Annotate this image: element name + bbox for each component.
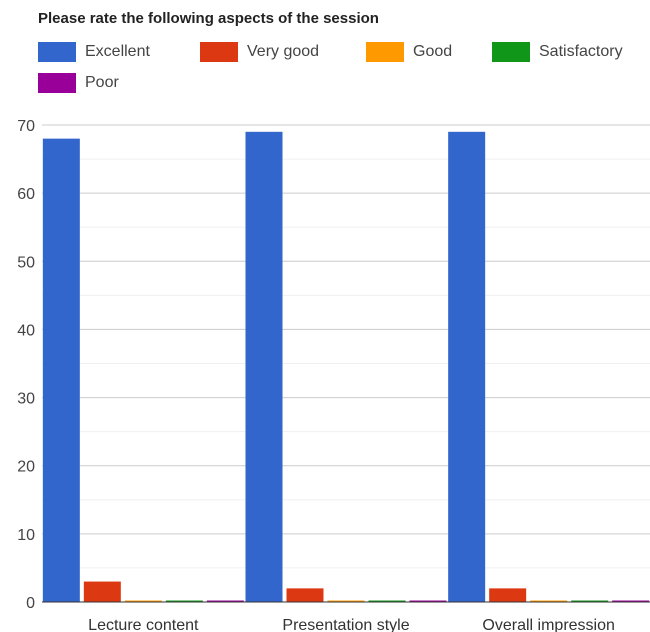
bar-overall-impression-excellent [448,131,486,603]
y-tick-label: 10 [17,527,35,544]
legend-label-excellent: Excellent [85,43,150,60]
bar-lecture-content-poor [206,600,244,602]
legend-swatch-good [366,42,404,62]
legend-label-poor: Poor [85,74,119,91]
bar-lecture-content-very-good [83,581,121,602]
legend-item-poor[interactable]: Poor [38,72,119,94]
bar-lecture-content-excellent [42,138,80,602]
y-tick-label: 40 [17,322,35,339]
legend-item-excellent[interactable]: Excellent [38,41,150,63]
y-tick-label: 30 [17,391,35,408]
y-tick-label: 0 [26,595,35,612]
x-tick-label: Presentation style [282,617,409,632]
bar-overall-impression-poor [612,600,650,602]
bar-lecture-content-good [124,600,162,602]
bar-presentation-style-good [327,600,365,602]
legend-swatch-poor [38,73,76,93]
legend-label-good: Good [413,43,453,60]
bar-presentation-style-satisfactory [368,600,406,602]
legend-swatch-excellent [38,42,76,62]
legend-swatch-satisfactory [492,42,530,62]
bar-presentation-style-poor [409,600,447,602]
bar-overall-impression-very-good [489,588,527,602]
chart-title: Please rate the following aspects of the… [38,10,379,27]
y-tick-label: 60 [17,186,35,203]
x-tick-label: Lecture content [88,617,199,632]
y-tick-label: 50 [17,254,35,271]
bar-overall-impression-satisfactory [571,600,609,602]
legend-item-good[interactable]: Good [366,41,452,63]
bar-lecture-content-satisfactory [165,600,203,602]
y-tick-label: 70 [17,118,35,135]
x-tick-label: Overall impression [482,617,614,632]
legend-item-very-good[interactable]: Very good [200,41,319,63]
y-tick-label: 20 [17,459,35,476]
legend-label-satisfactory: Satisfactory [539,43,623,60]
legend-swatch-very-good [200,42,238,62]
bar-presentation-style-very-good [286,588,324,602]
legend-label-very-good: Very good [247,43,320,60]
bar-overall-impression-good [530,600,568,602]
bar-presentation-style-excellent [245,131,283,603]
legend-item-satisfactory[interactable]: Satisfactory [492,41,623,63]
